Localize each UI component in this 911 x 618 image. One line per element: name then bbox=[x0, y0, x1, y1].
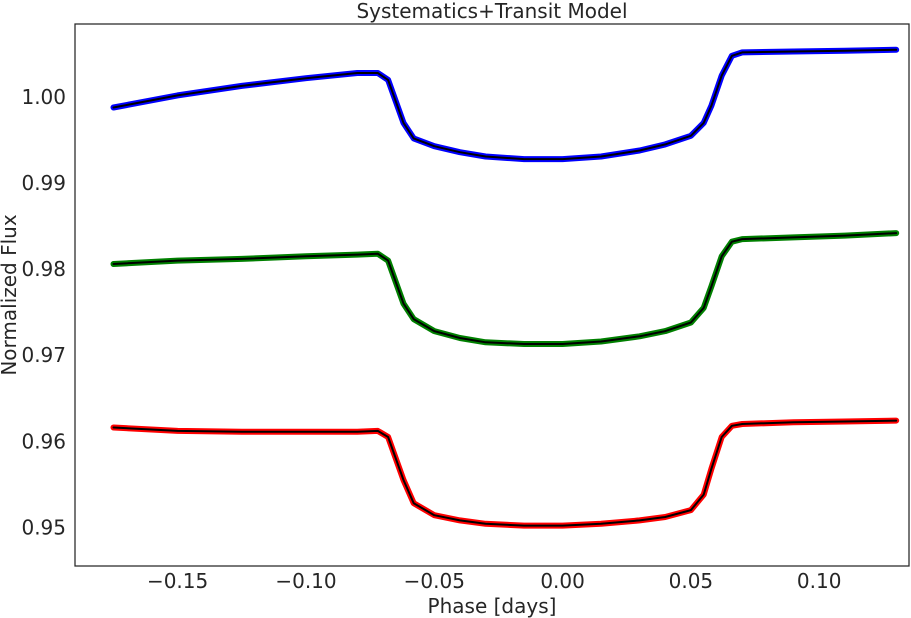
plot-frame bbox=[74, 23, 910, 567]
series-model-line-3 bbox=[112, 419, 898, 527]
y-tick-label: 0.95 bbox=[21, 515, 66, 539]
x-tick-label: 0.00 bbox=[540, 569, 585, 593]
series-layer bbox=[110, 46, 900, 529]
y-tick-label: 0.97 bbox=[21, 343, 66, 367]
y-tick-label: 0.96 bbox=[21, 429, 66, 453]
series-model-line-2 bbox=[112, 232, 898, 345]
x-axis-label: Phase [days] bbox=[428, 594, 557, 618]
y-tick-label: 0.99 bbox=[21, 171, 66, 195]
x-tick-label: −0.10 bbox=[275, 569, 336, 593]
x-tick-label: 0.10 bbox=[797, 569, 842, 593]
x-tick-labels: −0.15 −0.10 −0.05 0.00 0.05 0.10 bbox=[147, 569, 842, 593]
x-tick-label: −0.05 bbox=[404, 569, 465, 593]
chart-title: Systematics+Transit Model bbox=[356, 0, 627, 23]
series-model-line-1 bbox=[112, 48, 898, 161]
x-tick-label: −0.15 bbox=[147, 569, 208, 593]
y-tick-label: 0.98 bbox=[21, 257, 66, 281]
y-tick-labels: 0.95 0.96 0.97 0.98 0.99 1.00 bbox=[21, 85, 66, 539]
x-tick-label: 0.05 bbox=[669, 569, 714, 593]
y-axis-label: Normalized Flux bbox=[0, 214, 21, 376]
y-tick-label: 1.00 bbox=[21, 85, 66, 109]
